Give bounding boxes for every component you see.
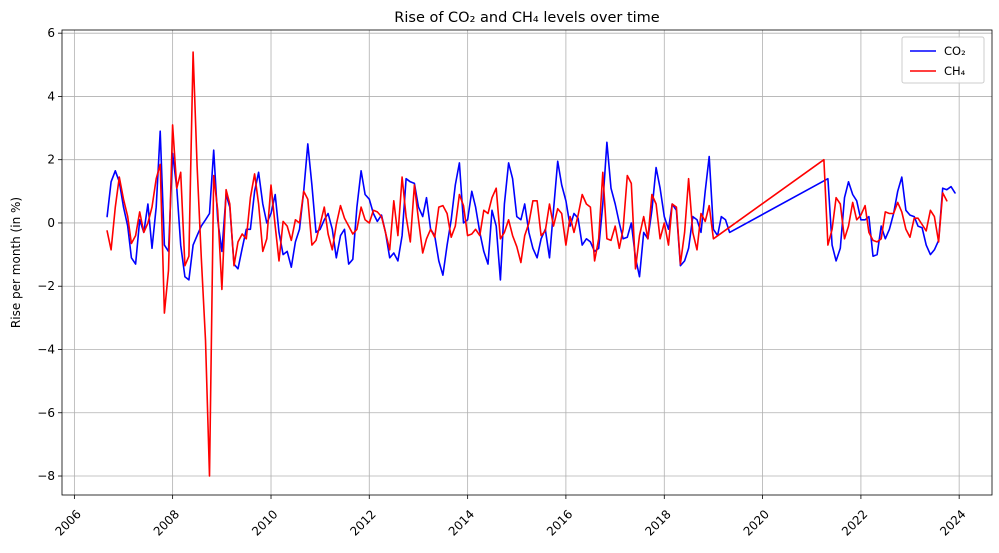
legend-entries: CO₂ CH₄ (910, 44, 966, 78)
grid (62, 30, 992, 495)
y-tick-label: −4 (37, 342, 55, 356)
y-tick-label: −8 (37, 469, 55, 483)
y-tick-label: −2 (37, 279, 55, 293)
x-tick-label: 2024 (937, 507, 968, 538)
y-axis-label: Rise per month (in %) (9, 197, 23, 328)
legend-label-co2: CO₂ (944, 44, 966, 58)
legend-label-ch4: CH₄ (944, 64, 966, 78)
x-tick-label: 2020 (741, 507, 772, 538)
y-tick-label: 6 (47, 26, 55, 40)
axis-ticks: 2006 2008 2010 2012 2014 2016 2018 2020 2022 2024… (37, 26, 968, 538)
series-lines (106, 51, 956, 477)
y-tick-label: 2 (47, 153, 55, 167)
x-tick-label: 2014 (446, 507, 477, 538)
y-tick-label: 0 (47, 216, 55, 230)
x-tick-label: 2012 (347, 507, 378, 538)
x-tick-label: 2008 (151, 507, 182, 538)
x-tick-label: 2006 (52, 507, 83, 538)
chart-title: Rise of CO₂ and CH₄ levels over time (394, 10, 659, 26)
x-tick-label: 2018 (642, 507, 673, 538)
y-tick-label: −6 (37, 406, 55, 420)
series-line-co2 (106, 130, 956, 281)
x-tick-label: 2016 (544, 507, 575, 538)
plot-area-frame (61, 29, 993, 496)
y-tick-label: 4 (47, 89, 55, 103)
series-line-ch4 (106, 51, 948, 477)
legend-box (901, 36, 985, 84)
x-tick-label: 2022 (839, 507, 870, 538)
x-tick-label: 2010 (249, 507, 280, 538)
legend: CO₂ CH₄ (901, 36, 985, 84)
